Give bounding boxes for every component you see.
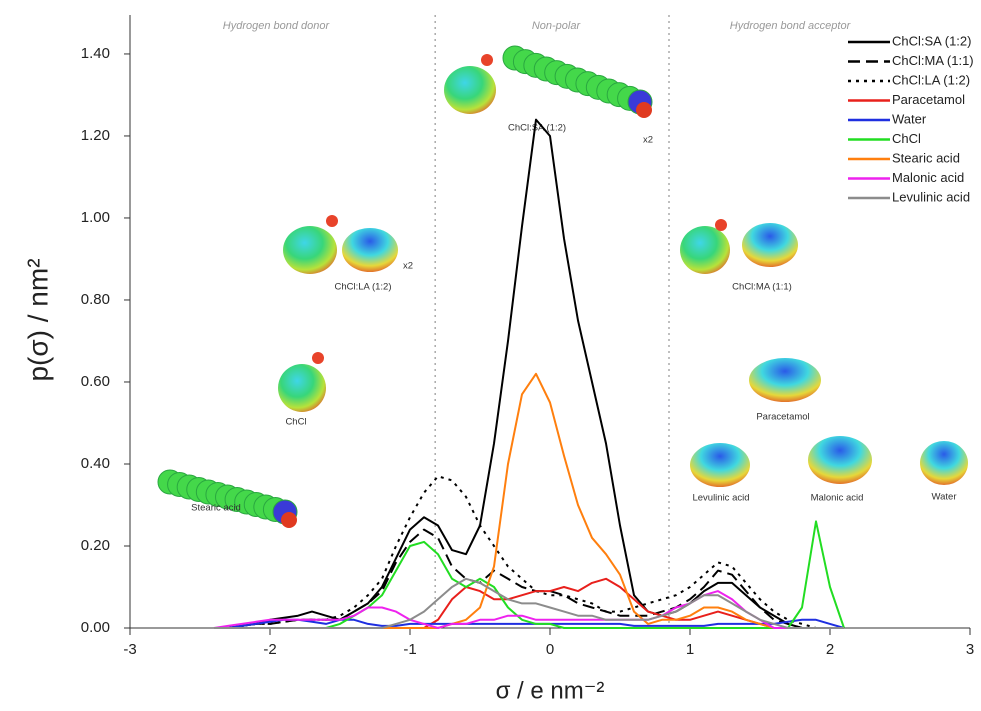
molecule-surface [742,223,798,267]
ion-marker [715,219,727,231]
region-label: Hydrogen bond acceptor [730,20,852,32]
molecule-label: Stearic acid [191,503,241,514]
molecule-label: x2 [643,135,653,146]
ion-marker [326,215,338,227]
molecule-surface [278,364,326,412]
legend-label: ChCl:SA (1:2) [892,33,971,48]
molecule-surface [690,443,750,487]
molecule-surface [749,358,821,402]
molecule-label: ChCl [285,417,306,428]
y-tick-label: 0.60 [81,373,110,390]
chain-end [636,102,652,118]
y-tick-label: 0.80 [81,291,110,308]
legend-label: ChCl:LA (1:2) [892,72,970,87]
legend-label: ChCl [892,131,921,146]
molecule-label: Water [932,492,957,503]
molecule-label: ChCl:SA (1:2) [508,123,566,134]
x-tick-label: -1 [403,641,416,658]
chart: p(σ) / nm² σ / e nm⁻² Hydrogen bond dono… [0,0,981,711]
molecule-surface [342,228,398,272]
ion-marker [481,54,493,66]
molecule-label: x2 [403,261,413,272]
chain-end [281,512,297,528]
molecule-label: ChCl:LA (1:2) [334,282,391,293]
x-axis-label: σ / e nm⁻² [496,677,605,704]
legend-label: Stearic acid [892,150,960,165]
region-label: Hydrogen bond donor [223,20,331,32]
molecule-surface [283,226,337,274]
y-tick-label: 1.00 [81,209,110,226]
molecule-surface [680,226,730,274]
molecule-surface [920,441,968,485]
x-tick-label: -2 [263,641,276,658]
legend-label: Malonic acid [892,170,964,185]
molecule-surface [808,436,872,484]
molecule-label: ChCl:MA (1:1) [732,282,792,293]
molecule-surface [444,66,496,114]
legend-label: ChCl:MA (1:1) [892,53,974,68]
molecule-label: Levulinic acid [692,493,749,504]
y-tick-label: 0.00 [81,619,110,636]
y-tick-label: 1.20 [81,127,110,144]
ion-marker [312,352,324,364]
x-tick-label: -3 [123,641,136,658]
y-tick-label: 1.40 [81,45,110,62]
molecule-label: Malonic acid [811,493,864,504]
legend-label: Levulinic acid [892,189,970,204]
x-tick-label: 1 [686,641,694,658]
x-tick-label: 2 [826,641,834,658]
molecule-label: Paracetamol [756,412,809,423]
x-tick-label: 0 [546,641,554,658]
legend-label: Water [892,111,927,126]
legend-label: Paracetamol [892,92,965,107]
x-tick-label: 3 [966,641,974,658]
y-tick-label: 0.40 [81,455,110,472]
y-axis-label: p(σ) / nm² [22,258,53,381]
region-label: Non-polar [532,20,582,32]
y-tick-label: 0.20 [81,537,110,554]
